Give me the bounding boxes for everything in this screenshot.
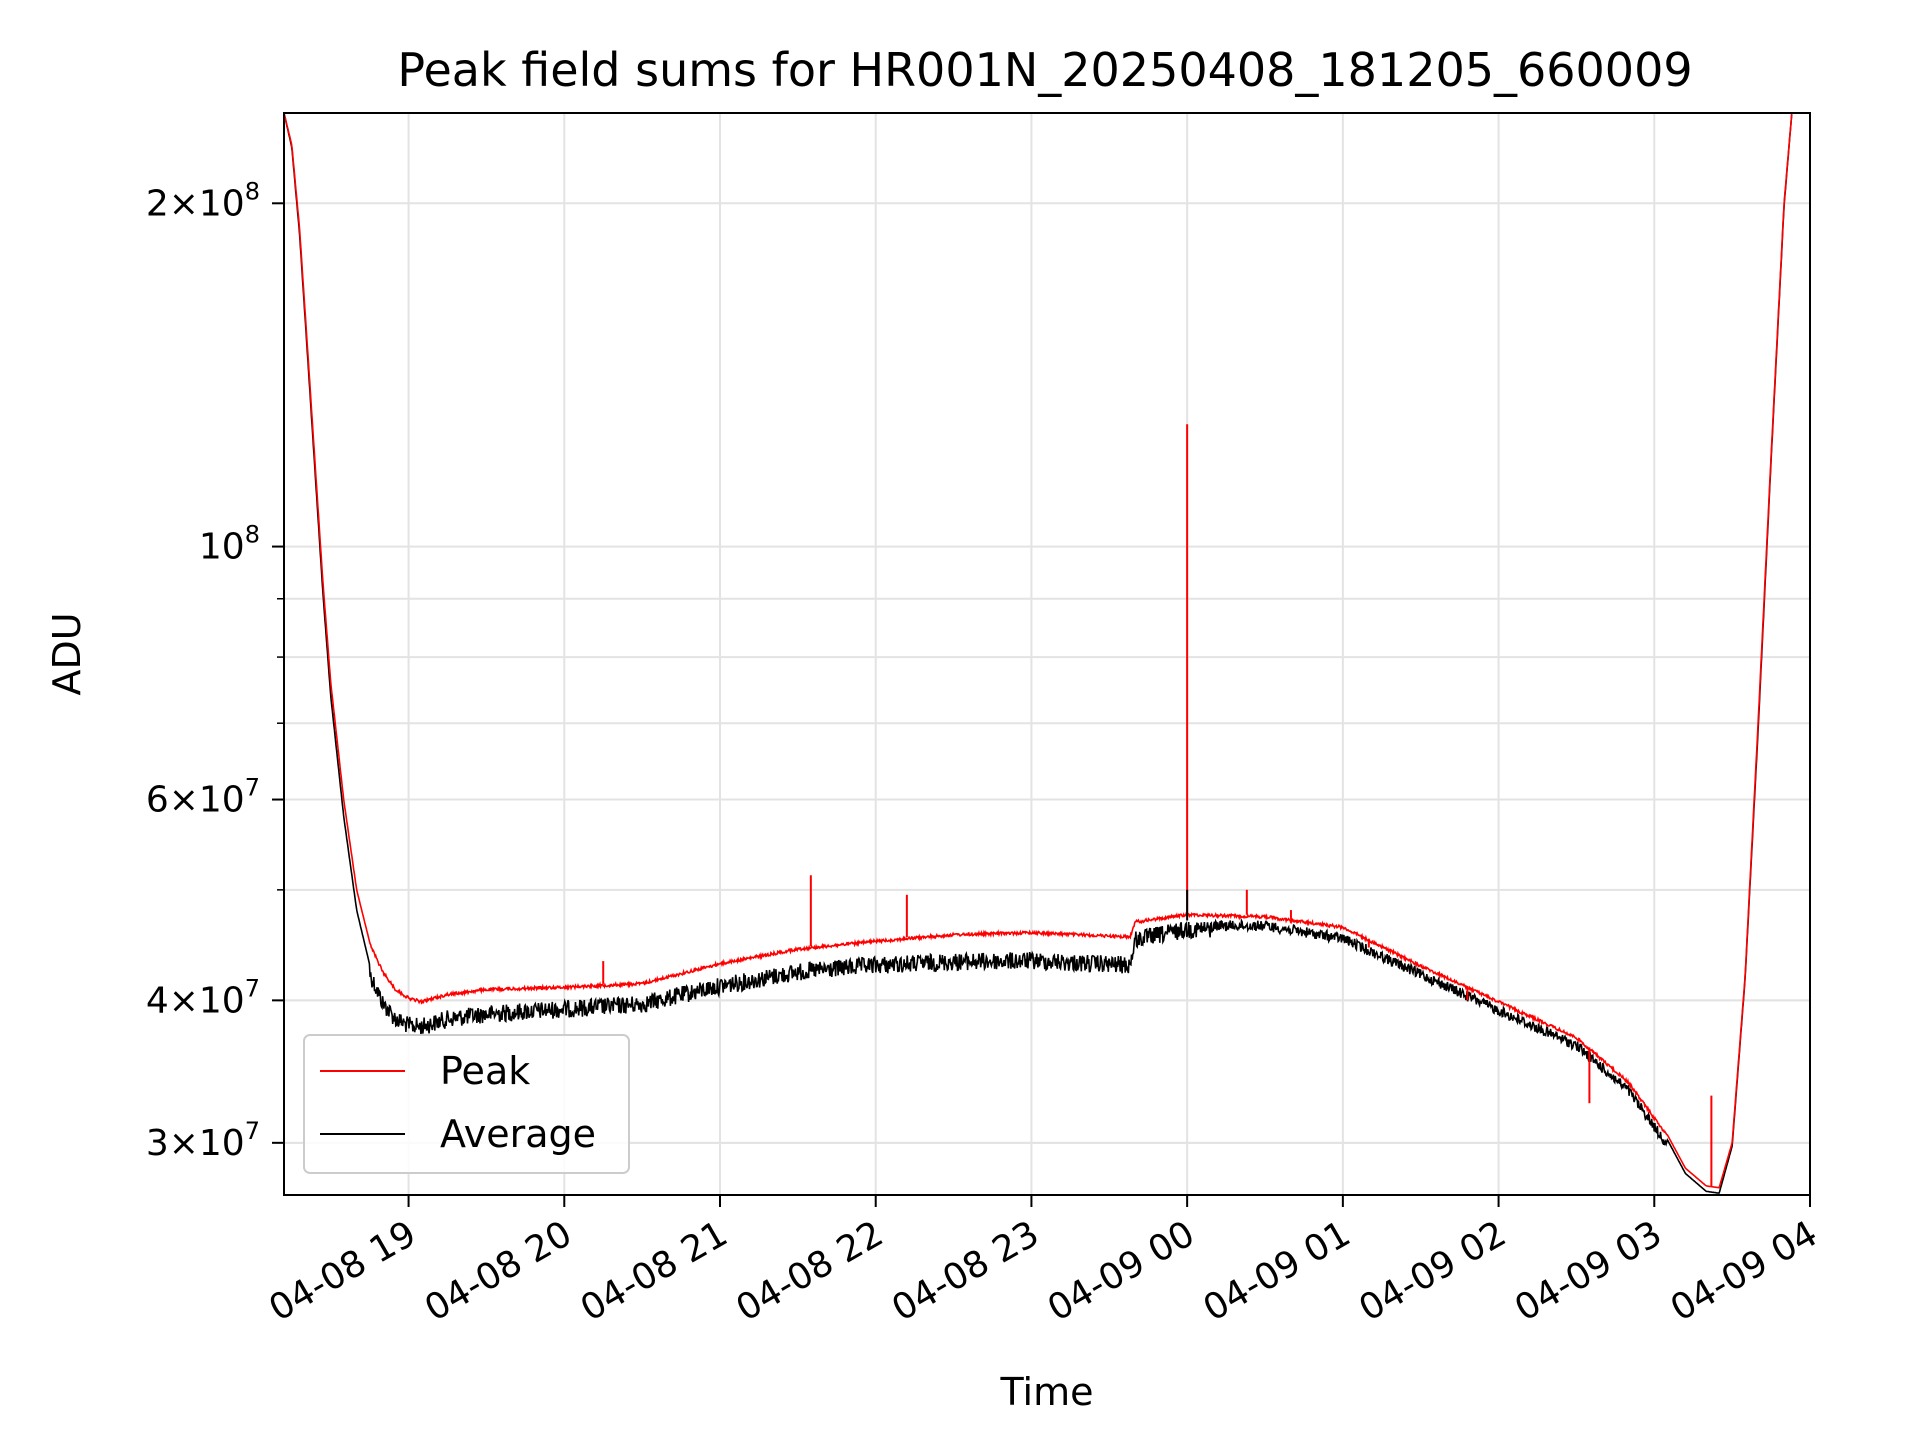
y-tick-label: 108 <box>199 521 260 568</box>
y-tick-label: 3×107 <box>146 1117 260 1164</box>
y-axis: 3×107 4×107 6×107 108 2×108 <box>146 177 284 1164</box>
chart-title: Peak field sums for HR001N_20250408_1812… <box>397 43 1692 97</box>
legend-label: Average <box>440 1112 596 1156</box>
y-tick-label: 6×107 <box>146 774 260 821</box>
legend-box <box>303 1034 630 1174</box>
legend: Peak Average <box>303 1034 630 1174</box>
y-axis-label: ADU <box>45 612 89 695</box>
y-tick-label: 2×108 <box>146 177 260 224</box>
series-average-line <box>283 112 1793 1194</box>
x-axis-label: Time <box>1000 1370 1094 1414</box>
series-peak-line <box>283 112 1793 1189</box>
plot-area-frame <box>283 112 1811 1196</box>
plot-series <box>283 112 1793 1194</box>
legend-label: Peak <box>440 1049 530 1093</box>
y-tick-label: 4×107 <box>146 974 260 1021</box>
